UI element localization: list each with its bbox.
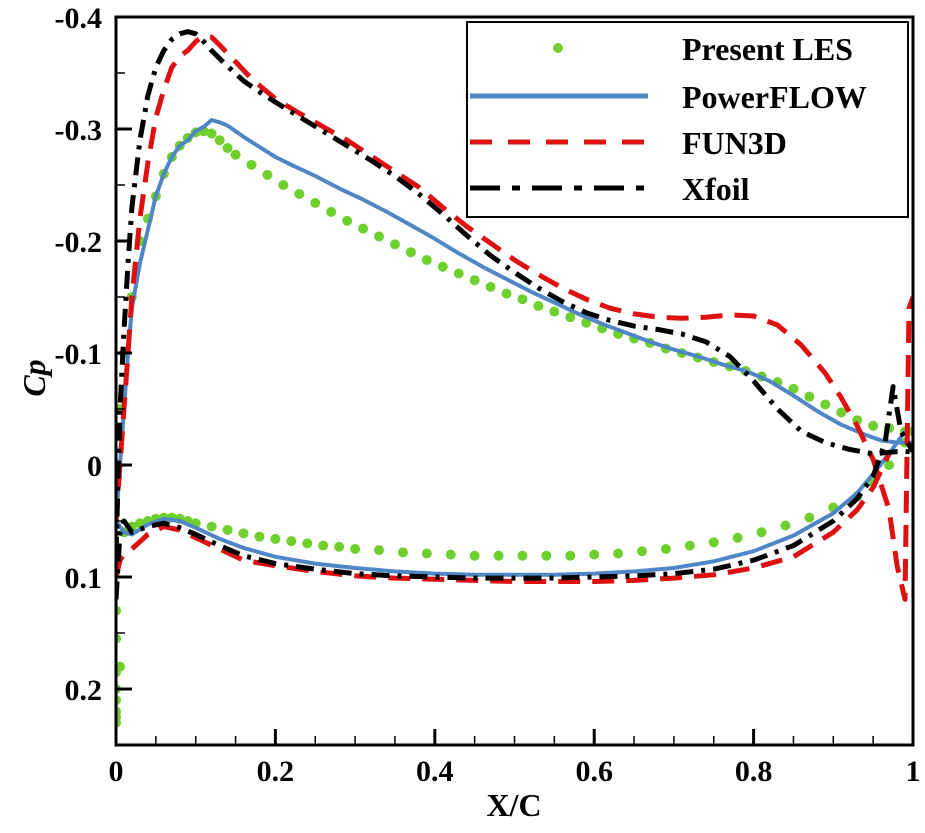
y-tick-label: -0.1 bbox=[55, 338, 103, 371]
data-point bbox=[397, 547, 408, 558]
data-point bbox=[238, 528, 249, 539]
data-point bbox=[334, 541, 345, 552]
data-point bbox=[254, 531, 265, 542]
y-axis-label: Cp bbox=[16, 359, 52, 396]
x-axis-label: X/C bbox=[486, 787, 541, 823]
data-point bbox=[294, 188, 305, 199]
legend-label: FUN3D bbox=[682, 125, 787, 161]
data-point bbox=[732, 532, 743, 543]
data-point bbox=[549, 306, 560, 317]
data-point bbox=[214, 135, 225, 146]
data-point bbox=[246, 159, 257, 170]
legend-label: PowerFLOW bbox=[682, 79, 867, 115]
series-line-pressure-side bbox=[116, 430, 907, 577]
series-xfoil bbox=[116, 29, 913, 600]
x-tick-label: 0.2 bbox=[257, 755, 295, 788]
data-point bbox=[485, 281, 496, 292]
data-point bbox=[820, 399, 831, 410]
data-point bbox=[884, 460, 895, 470]
data-point bbox=[310, 197, 321, 208]
data-point bbox=[445, 549, 456, 560]
legend-label: Xfoil bbox=[682, 171, 750, 207]
data-point bbox=[302, 538, 313, 549]
data-point bbox=[836, 407, 847, 418]
data-point bbox=[318, 540, 329, 551]
series-line-pressure-side bbox=[116, 452, 892, 584]
data-point bbox=[437, 261, 448, 272]
x-tick-label: 0.6 bbox=[575, 755, 613, 788]
data-point bbox=[613, 548, 624, 559]
data-point bbox=[565, 312, 576, 323]
y-tick-label: 0.1 bbox=[65, 562, 103, 595]
data-point bbox=[684, 540, 695, 551]
data-point bbox=[326, 206, 337, 217]
data-point bbox=[453, 268, 464, 279]
data-point bbox=[222, 524, 233, 535]
y-tick-labels: -0.4 -0.3 -0.2 -0.1 0 0.1 0.2 bbox=[55, 2, 103, 707]
data-point bbox=[517, 294, 528, 305]
data-point bbox=[222, 143, 233, 154]
data-point bbox=[804, 391, 815, 402]
y-tick-label: -0.2 bbox=[55, 226, 103, 259]
series-line-pressure-side bbox=[116, 384, 913, 600]
data-point bbox=[708, 537, 719, 548]
x-tick-label: 0.8 bbox=[735, 755, 773, 788]
data-point bbox=[374, 231, 385, 242]
data-point bbox=[756, 527, 767, 538]
data-point bbox=[358, 223, 369, 234]
legend-label: Present LES bbox=[682, 31, 853, 67]
x-tick-label: 1 bbox=[906, 755, 921, 788]
series-line-suction-side bbox=[116, 118, 913, 522]
data-point bbox=[342, 215, 353, 226]
data-point bbox=[493, 550, 504, 561]
data-point bbox=[589, 549, 600, 560]
series-line-suction-side bbox=[116, 33, 913, 602]
data-point bbox=[230, 149, 241, 160]
data-point bbox=[262, 169, 273, 180]
series-line-suction-side bbox=[116, 29, 913, 555]
x-tick-label: 0.4 bbox=[416, 755, 454, 788]
x-tick-labels: 0 0.2 0.4 0.6 0.8 1 bbox=[109, 755, 921, 788]
data-point bbox=[469, 275, 480, 286]
legend-frame bbox=[466, 21, 909, 218]
data-point bbox=[469, 550, 480, 561]
x-tick-label: 0 bbox=[109, 755, 124, 788]
data-point bbox=[804, 512, 815, 523]
ticks-layer bbox=[114, 15, 915, 746]
data-point bbox=[788, 383, 799, 394]
legend-marker bbox=[553, 43, 563, 53]
data-point bbox=[405, 247, 416, 258]
data-point bbox=[868, 420, 879, 431]
data-point bbox=[421, 548, 432, 559]
y-tick-label: -0.4 bbox=[55, 2, 103, 35]
data-point bbox=[517, 550, 528, 561]
data-point bbox=[350, 544, 361, 554]
data-point bbox=[278, 180, 289, 190]
data-point bbox=[374, 545, 385, 556]
data-point bbox=[637, 546, 648, 557]
series-powerflow bbox=[116, 118, 913, 577]
data-point bbox=[270, 533, 281, 544]
data-point bbox=[389, 239, 400, 250]
data-point bbox=[780, 520, 791, 531]
y-tick-label: 0.2 bbox=[65, 674, 103, 707]
legend: Present LES PowerFLOW FUN3D Xfoil bbox=[466, 21, 909, 218]
y-tick-label: 0 bbox=[87, 450, 102, 483]
data-point bbox=[565, 550, 576, 561]
data-point bbox=[541, 550, 552, 561]
y-tick-label: -0.3 bbox=[55, 114, 103, 147]
data-point bbox=[206, 521, 217, 532]
data-point bbox=[533, 300, 544, 311]
data-point bbox=[660, 544, 671, 554]
data-point bbox=[286, 536, 297, 547]
series-fun3d bbox=[116, 33, 913, 602]
data-point bbox=[501, 288, 512, 299]
data-point bbox=[421, 255, 432, 266]
data-point bbox=[206, 128, 217, 139]
